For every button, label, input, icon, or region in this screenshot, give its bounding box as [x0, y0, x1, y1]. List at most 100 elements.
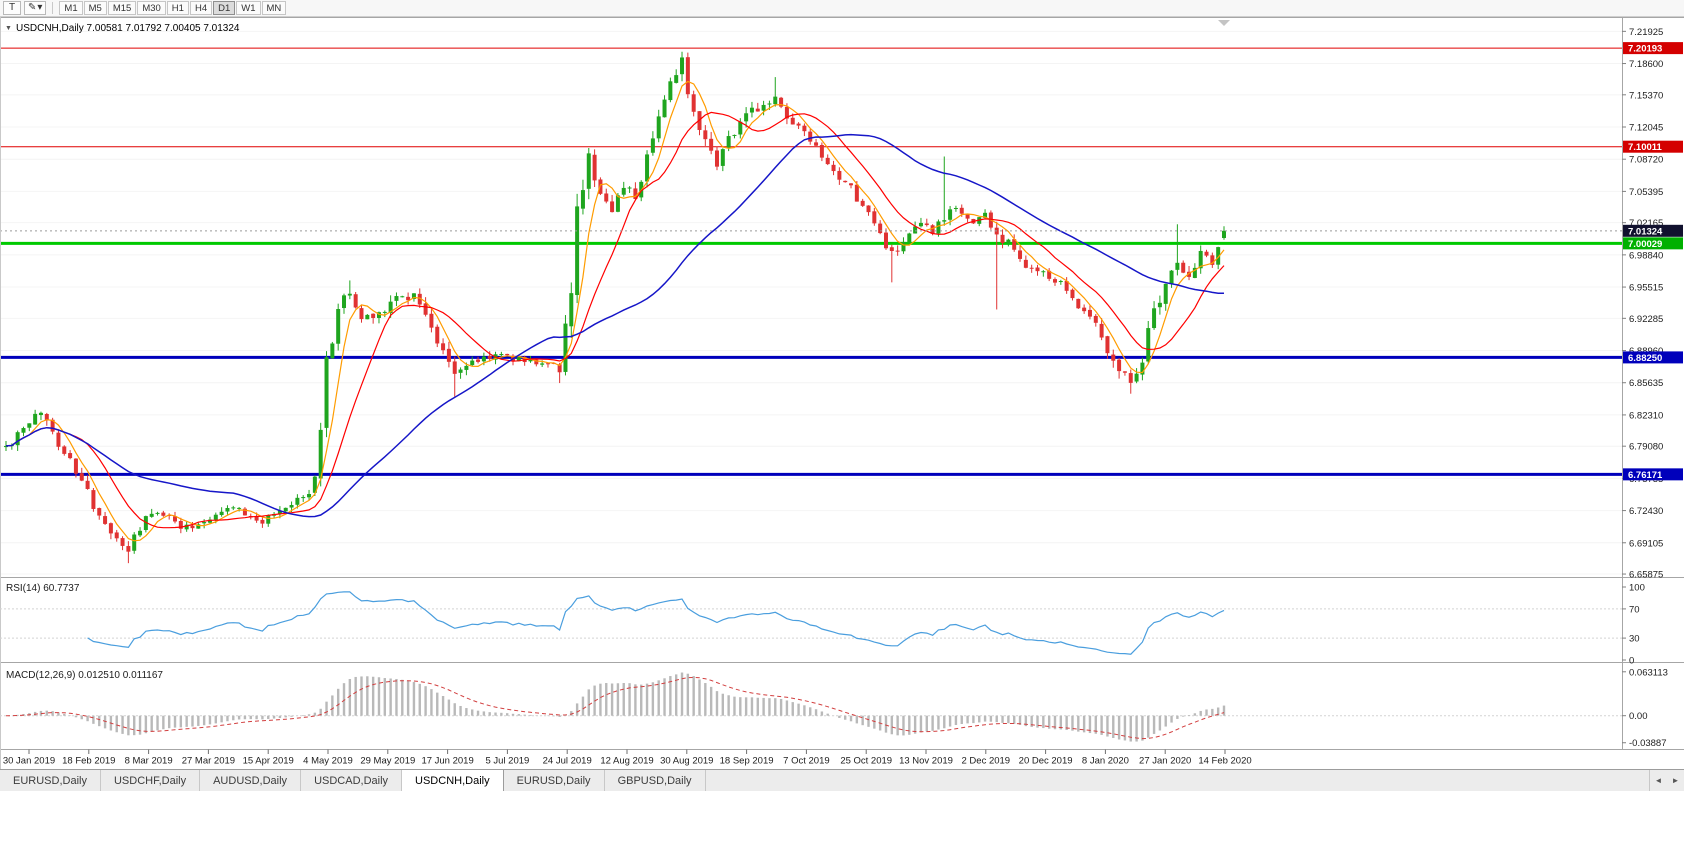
timeframe-m15-button[interactable]: M15	[107, 1, 137, 15]
chart-tab-5-eurusd[interactable]: EURUSD,Daily	[504, 770, 605, 791]
toolbar: T ✎ ▾ M1 M5 M15 M30 H1 H4 D1 W1 MN	[0, 0, 1684, 17]
price-axis-label: 6.95515	[1629, 283, 1663, 294]
tab-scroll-arrows: ◄ ►	[1649, 770, 1684, 791]
rsi-axis-label: 0	[1629, 656, 1634, 667]
price-axis-label: 6.98840	[1629, 250, 1663, 261]
draw-tool-button[interactable]: ✎ ▾	[24, 1, 47, 15]
price-axis-label: 6.79080	[1629, 442, 1663, 453]
date-axis-label: 12 Aug 2019	[600, 756, 653, 767]
price-tag-label: 6.88250	[1628, 353, 1662, 364]
macd-axis-label: 0.063113	[1629, 667, 1668, 678]
candles	[4, 51, 1226, 564]
text-tool-icon: T	[8, 2, 16, 13]
pencil-icon: ✎	[28, 2, 37, 13]
macd-label: MACD(12,26,9) 0.012510 0.011167	[6, 670, 163, 681]
date-axis-label: 29 May 2019	[360, 756, 415, 767]
ma-slow-line	[5, 133, 1225, 518]
price-tag-label: 7.01324	[1628, 226, 1663, 237]
date-axis-label: 7 Oct 2019	[783, 756, 829, 767]
date-axis-label: 18 Feb 2019	[62, 756, 115, 767]
price-axis-label: 6.72430	[1629, 506, 1663, 517]
price-axis-label: 7.21925	[1629, 27, 1663, 38]
timeframe-d1-button[interactable]: D1	[213, 1, 236, 15]
toolbar-separator	[52, 2, 54, 14]
price-axis-label: 7.12045	[1629, 123, 1663, 134]
date-axis-label: 25 Oct 2019	[840, 756, 892, 767]
timeframe-m5-button[interactable]: M5	[83, 1, 107, 15]
macd-signal-line	[6, 676, 1225, 740]
price-tag-7.00029	[1623, 237, 1683, 250]
date-axis-label: 8 Mar 2019	[125, 756, 173, 767]
chart-tab-bar: EURUSD,Daily USDCHF,Daily AUDUSD,Daily USDC…	[0, 769, 1684, 791]
date-axis-label: 20 Dec 2019	[1019, 756, 1073, 767]
price-axis-label: 7.02165	[1629, 218, 1663, 229]
chart-tab-3-usdcad[interactable]: USDCAD,Daily	[301, 770, 403, 791]
chevron-down-icon: ▾	[37, 2, 43, 13]
price-tag-6.76171	[1623, 468, 1683, 481]
date-axis-label: 30 Jan 2019	[3, 756, 55, 767]
chart-title: USDCNH,Daily 7.00581 7.01792 7.00405 7.0…	[16, 23, 240, 34]
chart-background	[0, 17, 1684, 769]
price-axis-label: 6.69105	[1629, 538, 1663, 549]
price-axis-label: 7.15370	[1629, 90, 1663, 101]
date-axis-label: 2 Dec 2019	[962, 756, 1011, 767]
chart-tab-2-audusd[interactable]: AUDUSD,Daily	[200, 770, 302, 791]
timeframe-h4-button[interactable]: H4	[189, 1, 213, 15]
chart-tab-1-usdchf[interactable]: USDCHF,Daily	[101, 770, 201, 791]
chart-dropdown-icon[interactable]: ▼	[5, 25, 12, 32]
rsi-axis-label: 100	[1629, 583, 1645, 594]
price-axis-label: 7.08720	[1629, 155, 1663, 166]
chart-tab-4-usdcnh[interactable]: USDCNH,Daily	[402, 770, 504, 791]
ma-fast-line	[5, 80, 1225, 542]
date-axis-label: 14 Feb 2020	[1198, 756, 1251, 767]
status-area	[0, 791, 1684, 841]
chart-shift-marker[interactable]	[1218, 20, 1230, 26]
rsi-label: RSI(14) 60.7737	[6, 583, 80, 594]
price-tag-7.10011	[1623, 140, 1683, 153]
date-axis-label: 8 Jan 2020	[1082, 756, 1129, 767]
timeframe-w1-button[interactable]: W1	[236, 1, 261, 15]
timeframe-h1-button[interactable]: H1	[166, 1, 189, 15]
price-tag-label: 7.00029	[1628, 239, 1662, 250]
date-axis-label: 27 Jan 2020	[1139, 756, 1191, 767]
timeframe-buttons: M1 M5 M15 M30 H1 H4 D1 W1 MN	[59, 1, 287, 15]
price-tag-7.01324	[1623, 224, 1683, 237]
date-axis-label: 15 Apr 2019	[243, 756, 294, 767]
chart-area: 7.21925 7.18600 7.15370 7.12045 7.08720 7.053…	[0, 17, 1684, 769]
rsi-axis-label: 70	[1629, 604, 1640, 615]
timeframe-m30-button[interactable]: M30	[137, 1, 166, 15]
price-axis-label: 6.85635	[1629, 378, 1663, 389]
ma-mid-line	[5, 111, 1225, 529]
date-axis-label: 17 Jun 2019	[421, 756, 473, 767]
tabs-scroll-left-button[interactable]: ◄	[1650, 770, 1667, 791]
price-tag-label: 7.10011	[1628, 142, 1663, 153]
price-axis-label: 6.92285	[1629, 314, 1663, 325]
price-tag-7.20193	[1623, 42, 1683, 55]
timeframe-mn-button[interactable]: MN	[261, 1, 287, 15]
date-axis-label: 18 Sep 2019	[720, 756, 774, 767]
rsi-line	[87, 591, 1225, 655]
price-tag-label: 7.20193	[1628, 44, 1662, 55]
date-axis-label: 4 May 2019	[303, 756, 353, 767]
timeframe-m1-button[interactable]: M1	[59, 1, 83, 15]
price-tag-label: 6.76171	[1628, 470, 1663, 481]
tabs-scroll-right-button[interactable]: ►	[1667, 770, 1684, 791]
macd-axis-label: 0.00	[1629, 711, 1648, 722]
price-axis-label: 7.05395	[1629, 187, 1663, 198]
rsi-axis-label: 30	[1629, 634, 1640, 645]
date-axis-label: 13 Nov 2019	[899, 756, 953, 767]
date-axis-label: 24 Jul 2019	[543, 756, 592, 767]
price-axis-label: 6.65875	[1629, 570, 1663, 581]
price-tag-6.88250	[1623, 351, 1683, 364]
price-axis-label: 7.18600	[1629, 59, 1663, 70]
chart-tabs: EURUSD,Daily USDCHF,Daily AUDUSD,Daily USDC…	[0, 770, 706, 791]
text-tool-button[interactable]: T	[3, 1, 21, 15]
chart-tab-0-eurusd[interactable]: EURUSD,Daily	[0, 770, 101, 791]
macd-axis-label: -0.03887	[1629, 738, 1667, 749]
date-axis-label: 5 Jul 2019	[485, 756, 529, 767]
price-chart[interactable]: 7.21925 7.18600 7.15370 7.12045 7.08720 7.053…	[0, 17, 1684, 769]
chart-tab-6-gbpusd[interactable]: GBPUSD,Daily	[605, 770, 706, 791]
price-axis-label: 6.82310	[1629, 410, 1663, 421]
date-axis-label: 27 Mar 2019	[182, 756, 235, 767]
